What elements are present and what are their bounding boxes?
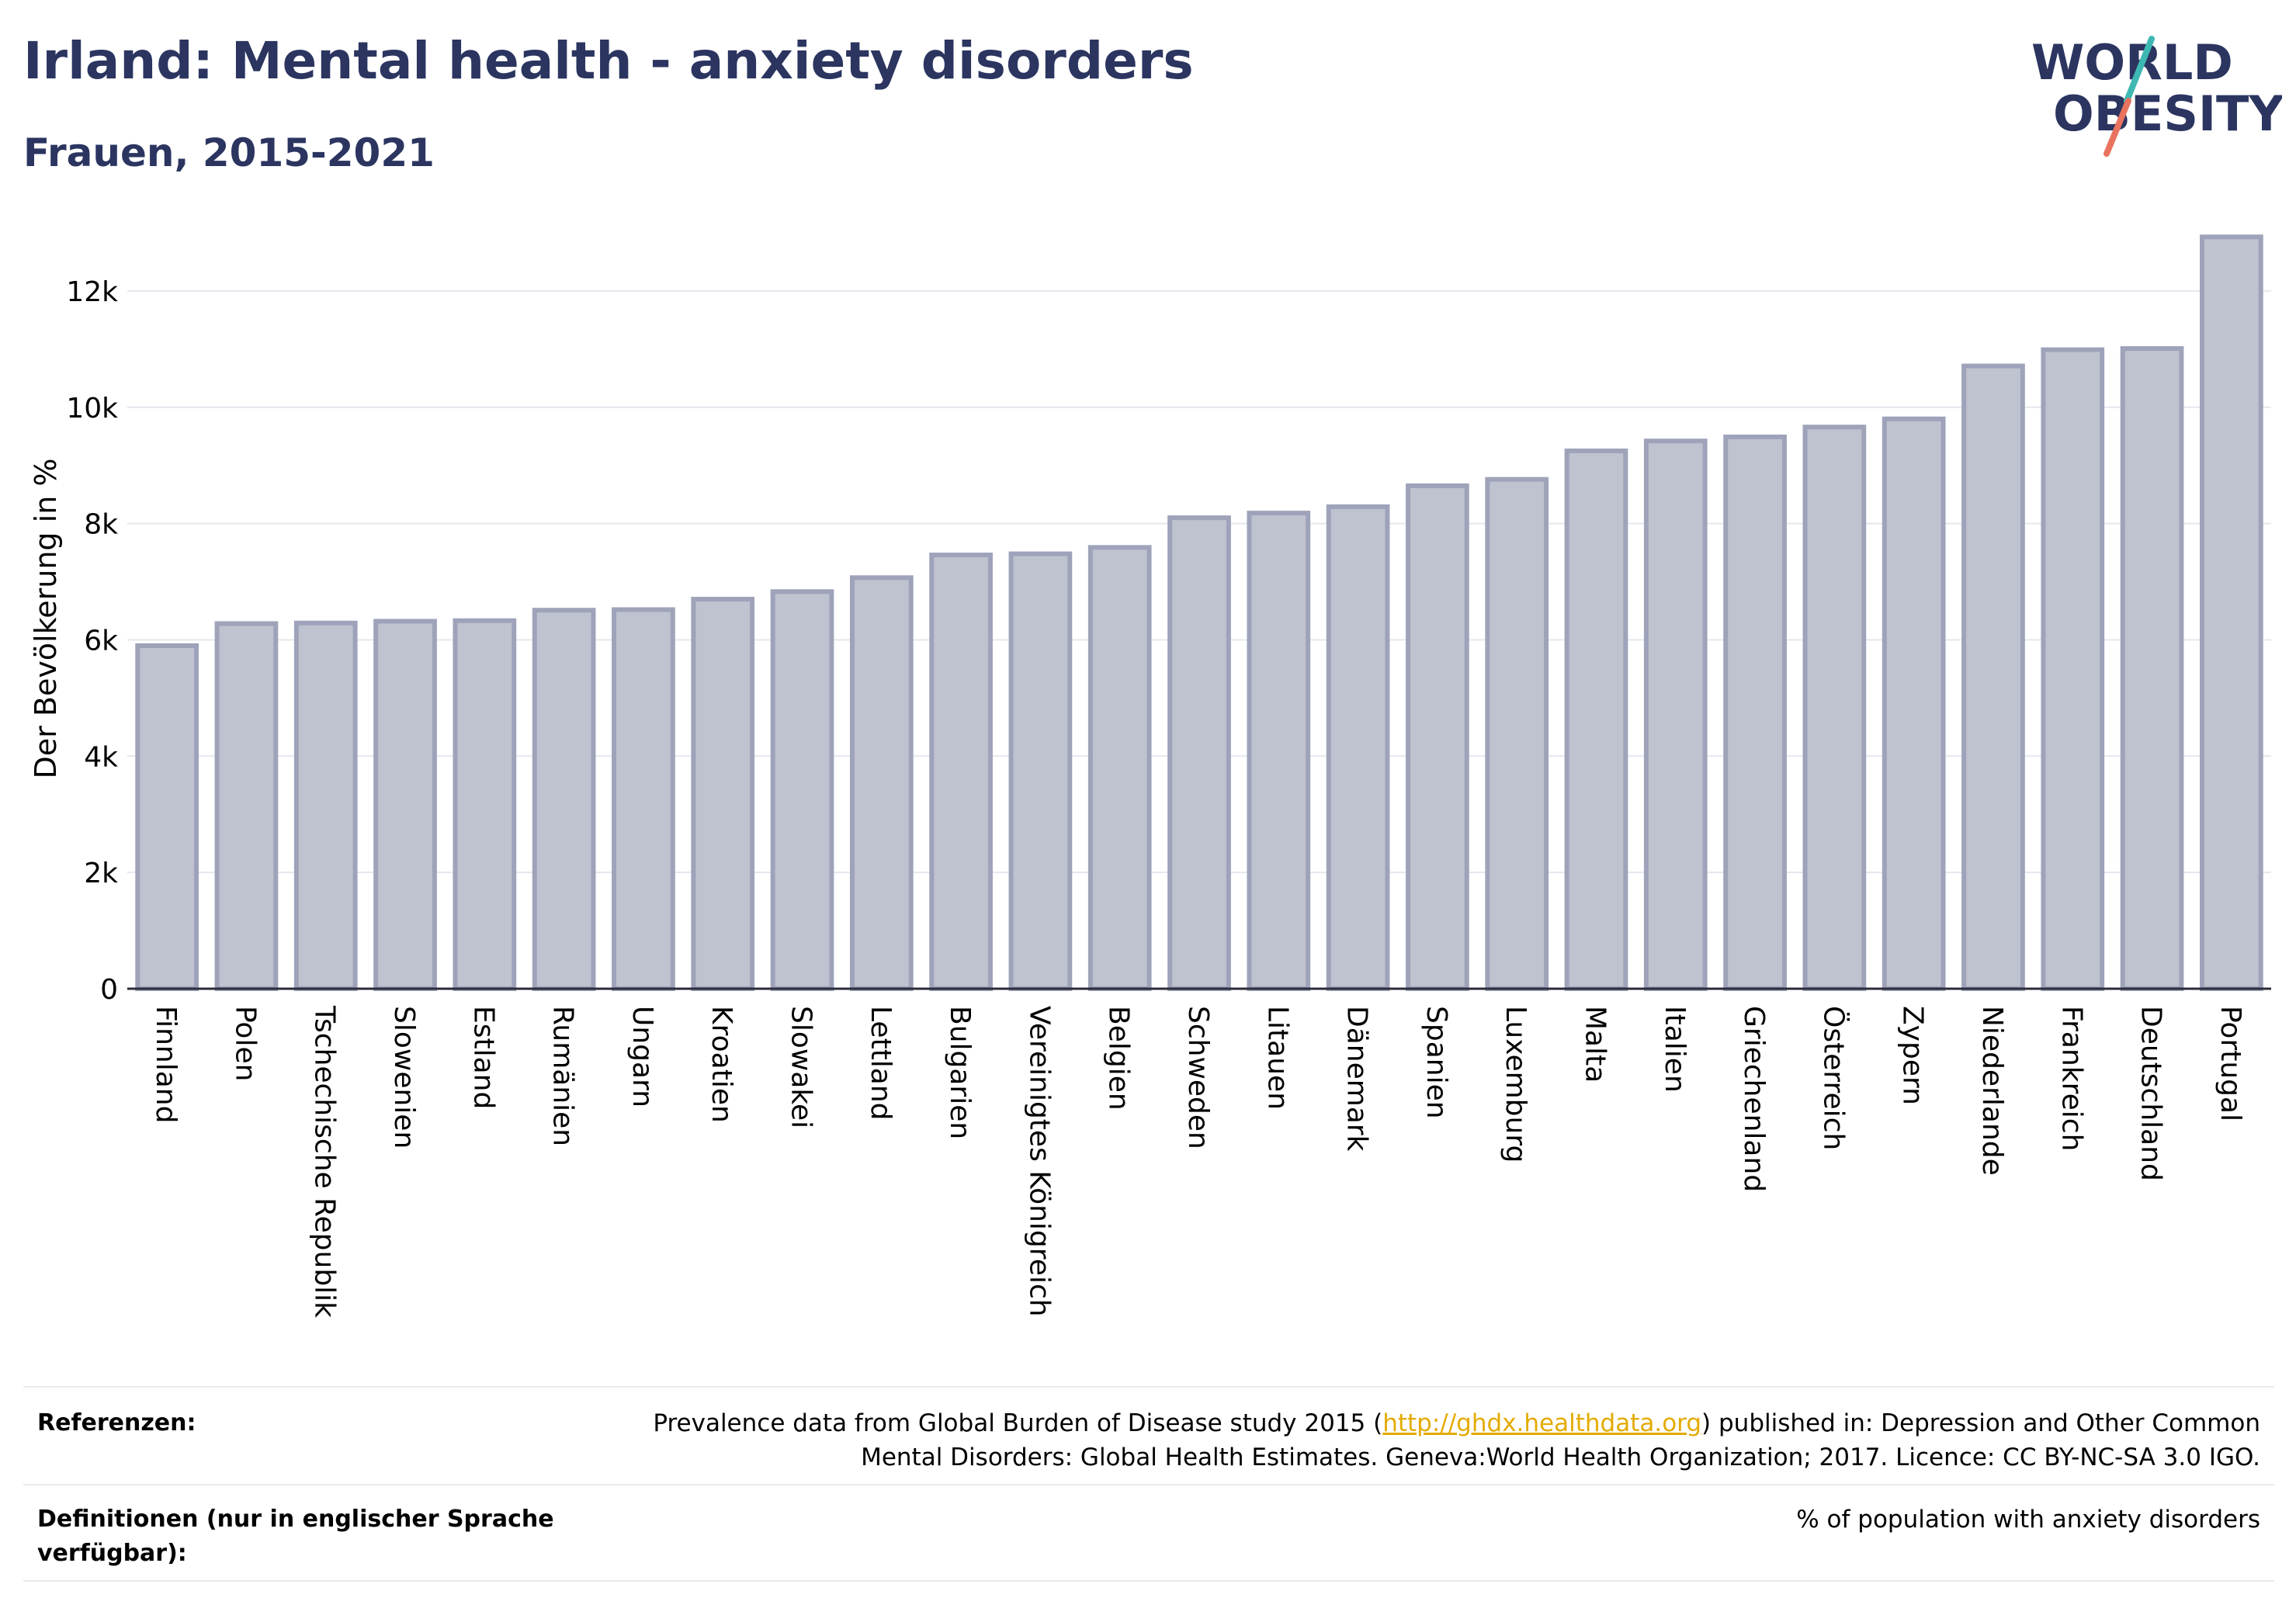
x-tick-label: Rumänien bbox=[547, 1006, 579, 1146]
bar bbox=[214, 621, 279, 992]
x-tick-label: Tschechische Republik bbox=[309, 1005, 341, 1318]
bar bbox=[1167, 515, 1231, 991]
bar bbox=[1406, 483, 1469, 991]
x-tick-label: Slowenien bbox=[388, 1006, 420, 1149]
bar bbox=[453, 618, 517, 992]
bar bbox=[1643, 438, 1708, 991]
x-tick-label: Zypern bbox=[1897, 1006, 1929, 1105]
bar bbox=[293, 620, 358, 991]
bar bbox=[929, 553, 993, 991]
page-title: Irland: Mental health - anxiety disorder… bbox=[23, 31, 1194, 91]
x-tick-label: Italien bbox=[1659, 1006, 1691, 1093]
footer-divider-top bbox=[23, 1386, 2274, 1388]
bar bbox=[1485, 477, 1549, 991]
x-tick-label: Bulgarien bbox=[944, 1006, 976, 1139]
y-tick-label: 4k bbox=[84, 741, 118, 773]
x-tick-label: Belgien bbox=[1103, 1006, 1135, 1111]
x-tick-label: Litauen bbox=[1261, 1006, 1293, 1110]
bar bbox=[135, 643, 199, 991]
logo-slash-coral bbox=[2104, 98, 2131, 157]
x-tick-label: Luxemburg bbox=[1500, 1006, 1531, 1163]
footer-divider-bottom bbox=[23, 1580, 2274, 1582]
bar bbox=[770, 589, 834, 991]
bar bbox=[612, 607, 675, 991]
bar bbox=[2120, 346, 2184, 991]
y-tick-label: 12k bbox=[66, 276, 118, 308]
x-tick-label: Niederlande bbox=[1976, 1006, 2008, 1176]
references-text: Prevalence data from Global Burden of Di… bbox=[630, 1406, 2260, 1475]
definitions-label: Definitionen (nur in englischer Sprache … bbox=[37, 1506, 554, 1567]
x-tick-label: Kroatien bbox=[706, 1006, 737, 1123]
bar bbox=[1087, 545, 1152, 991]
bar bbox=[1247, 511, 1311, 991]
bar bbox=[849, 575, 914, 991]
x-tick-label: Schweden bbox=[1182, 1006, 1214, 1149]
bar bbox=[691, 597, 755, 991]
bar bbox=[1802, 425, 1867, 991]
x-tick-label: Frankreich bbox=[2055, 1006, 2087, 1151]
references-line2: Mental Disorders: Global Health Estimate… bbox=[861, 1444, 2260, 1471]
world-obesity-logo: WORLD OBESITY bbox=[2031, 34, 2282, 157]
bar bbox=[1326, 504, 1390, 991]
y-tick-label: 2k bbox=[84, 858, 118, 889]
bar bbox=[1564, 448, 1628, 991]
y-axis-title: Der Bevölkerung in % bbox=[29, 459, 63, 779]
logo-slash-teal bbox=[2124, 36, 2155, 104]
bar-chart: 0 2k 4k 6k 8k 10k 12k Finnland Polen Tschechische… bbox=[29, 234, 2271, 1318]
bar bbox=[2041, 347, 2105, 991]
x-tick-label: Ungarn bbox=[626, 1006, 658, 1107]
bar bbox=[1008, 551, 1073, 991]
x-tick-label: Spanien bbox=[1420, 1006, 1452, 1119]
references-text-after: ) published in: Depression and Other Com… bbox=[1701, 1409, 2260, 1437]
bar bbox=[373, 619, 437, 991]
x-tick-label: Vereinigtes Königreich bbox=[1023, 1006, 1055, 1317]
x-tick-label: Malta bbox=[1579, 1006, 1611, 1083]
references-link[interactable]: http://ghdx.healthdata.org bbox=[1382, 1409, 1702, 1437]
y-tick-label: 10k bbox=[66, 393, 118, 425]
references-text-before: Prevalence data from Global Burden of Di… bbox=[653, 1409, 1383, 1437]
x-tick-label: Lettland bbox=[865, 1006, 897, 1121]
y-tick-label: 0 bbox=[100, 974, 118, 1006]
page-subtitle: Frauen, 2015-2021 bbox=[23, 130, 435, 175]
bar bbox=[1882, 416, 1946, 991]
logo-line2: OBESITY bbox=[2053, 85, 2282, 142]
x-tick-label: Dänemark bbox=[1341, 1006, 1373, 1152]
bar bbox=[1723, 434, 1787, 991]
y-tick-label: 8k bbox=[84, 509, 118, 541]
x-tick-label: Deutschland bbox=[2135, 1006, 2167, 1181]
bar bbox=[1961, 363, 2025, 991]
footer-divider-middle bbox=[23, 1484, 2274, 1485]
x-tick-label: Finnland bbox=[150, 1006, 182, 1123]
references-label: Referenzen: bbox=[37, 1409, 196, 1437]
y-tick-label: 6k bbox=[84, 625, 118, 657]
x-tick-label: Estland bbox=[467, 1006, 499, 1109]
x-tick-label: Slowakei bbox=[786, 1006, 817, 1128]
x-tick-label: Portugal bbox=[2214, 1006, 2246, 1121]
definitions-text: % of population with anxiety disorders bbox=[1796, 1506, 2260, 1534]
bar bbox=[532, 608, 596, 992]
x-tick-label: Polen bbox=[229, 1006, 261, 1081]
x-tick-label: Österreich bbox=[1817, 1006, 1850, 1150]
x-tick-label: Griechenland bbox=[1738, 1006, 1770, 1192]
bar bbox=[2200, 234, 2263, 991]
